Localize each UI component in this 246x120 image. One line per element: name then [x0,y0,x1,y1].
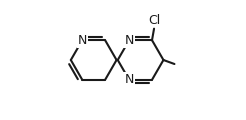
Text: N: N [124,73,134,86]
Text: N: N [124,34,134,47]
Text: N: N [77,34,87,47]
Text: Cl: Cl [148,15,160,27]
